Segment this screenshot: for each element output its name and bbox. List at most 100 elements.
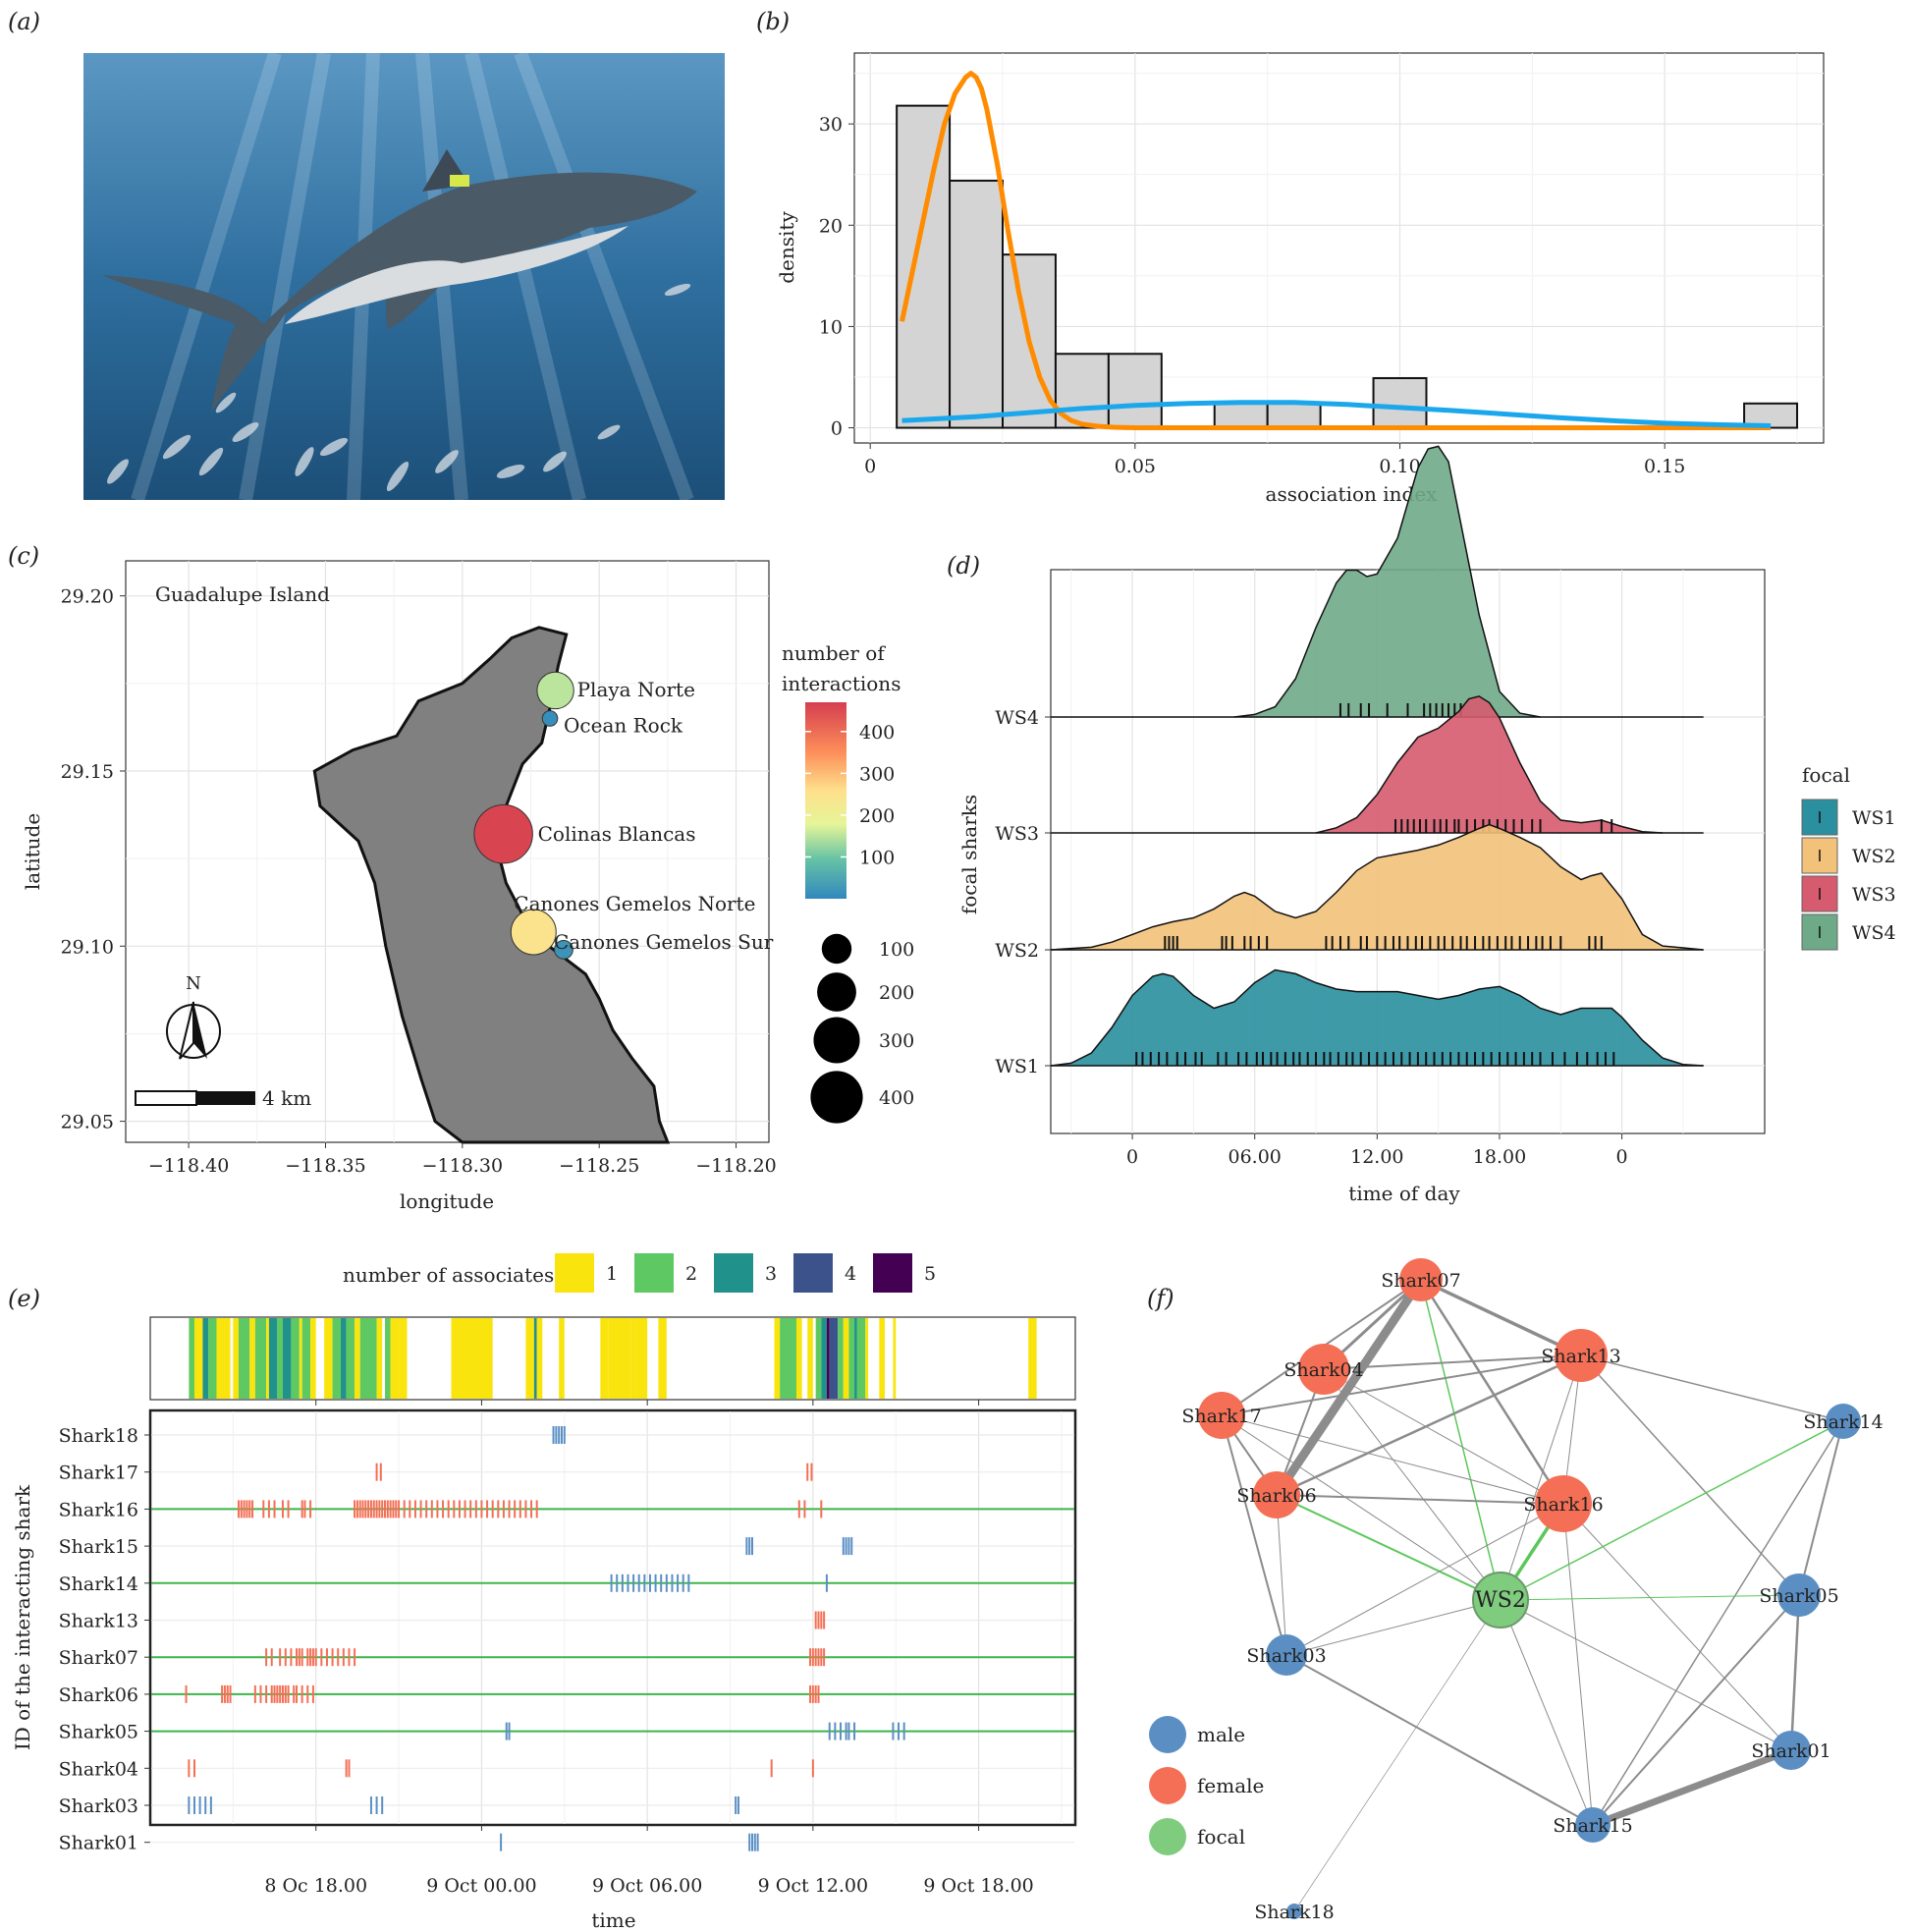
network-node	[1826, 1404, 1861, 1439]
network-node-label: Shark14	[1803, 1411, 1883, 1433]
associates-legend-label: 2	[685, 1263, 697, 1285]
map-x-axis-label: longitude	[400, 1189, 494, 1213]
associates-segment	[807, 1318, 813, 1399]
network-edge	[1500, 1599, 1594, 1826]
network-edge	[1419, 1278, 1583, 1357]
network-edge	[1285, 1599, 1502, 1656]
colorbar-tick-label: 200	[859, 805, 895, 827]
network-node-label: Shark01	[1751, 1740, 1830, 1762]
associates-segment	[856, 1318, 866, 1399]
size-legend-circle	[817, 972, 856, 1012]
density-curve-blue	[901, 400, 1772, 428]
histogram-x-tick-label: 0	[864, 456, 876, 477]
ridge-fill-ws3	[1316, 695, 1664, 833]
network-edge	[1293, 1599, 1502, 1912]
timeline-x-tick-label: 9 Oct 18.00	[923, 1875, 1033, 1897]
associates-segment	[249, 1318, 255, 1399]
network-node-label: WS2	[1475, 1588, 1526, 1613]
map-x-tick-label: −118.25	[559, 1155, 639, 1177]
network-edge	[1589, 1746, 1795, 1829]
associates-segment	[559, 1318, 565, 1399]
associates-segment	[385, 1318, 391, 1399]
focal-legend-title: focal	[1802, 763, 1850, 787]
associates-segment	[815, 1318, 822, 1399]
network-edge	[1580, 1354, 1844, 1422]
map-x-tick-label: −118.40	[148, 1155, 229, 1177]
associates-segment	[238, 1318, 250, 1399]
timeline-y-tick-label: Shark14	[59, 1573, 138, 1595]
network-node-label: Shark07	[1381, 1270, 1460, 1292]
timeline-y-tick-label: Shark17	[59, 1463, 138, 1484]
network-legend-label: focal	[1197, 1825, 1245, 1849]
network-node	[1535, 1475, 1592, 1532]
timeline-y-tick-label: Shark13	[59, 1611, 138, 1632]
north-label: N	[186, 973, 201, 994]
timeline-x-tick-label: 9 Oct 12.00	[758, 1875, 868, 1897]
site-label: Colinas Blancas	[538, 822, 696, 846]
network-edge	[1276, 1494, 1502, 1601]
timeline-x-axis-label: time	[591, 1908, 635, 1932]
network-edge	[1276, 1494, 1287, 1656]
associates-segment	[282, 1318, 292, 1399]
associates-segment	[277, 1318, 283, 1399]
network-node	[1253, 1471, 1300, 1518]
associates-segment	[821, 1318, 827, 1399]
associates-legend-label: 5	[924, 1263, 936, 1285]
colorbar-title-line2: interactions	[782, 672, 901, 695]
guadalupe-island-land	[312, 626, 671, 1144]
associates-segment	[533, 1318, 537, 1399]
network-node-label: Shark05	[1759, 1585, 1838, 1607]
shark-photo	[83, 50, 725, 503]
map-y-tick-label: 29.10	[61, 936, 114, 958]
network-edge	[1592, 1594, 1800, 1826]
network-edge	[1420, 1279, 1502, 1601]
north-arrow: N	[166, 973, 221, 1060]
timeline-y-tick-label: Shark06	[59, 1684, 138, 1706]
associates-segment	[390, 1318, 400, 1399]
focal-legend-label: WS2	[1852, 846, 1896, 867]
site-marker	[473, 803, 533, 864]
network-edge	[1500, 1599, 1792, 1751]
density-curve-orange	[900, 71, 1772, 430]
associates-segment	[341, 1318, 347, 1399]
timeline-x-tick-label: 8 Oc 18.00	[264, 1875, 367, 1897]
map-y-tick-label: 29.05	[61, 1112, 114, 1133]
timeline-y-tick-label: Shark05	[59, 1722, 138, 1743]
histogram-y-axis-label: density	[775, 211, 798, 284]
network-edge	[1419, 1278, 1565, 1506]
associates-segment	[346, 1318, 355, 1399]
associates-legend-label: 4	[845, 1263, 856, 1285]
network-edge	[1221, 1354, 1582, 1416]
timeline-y-tick-label: Shark01	[59, 1833, 138, 1854]
timeline-y-axis-label: ID of the interacting shark	[11, 1484, 34, 1750]
histogram-y-tick-label: 0	[831, 418, 843, 440]
associates-segment	[451, 1318, 493, 1399]
panel-label-a: (a)	[8, 8, 40, 35]
map-title: Guadalupe Island	[155, 582, 330, 606]
associates-legend-label: 1	[606, 1263, 618, 1285]
associates-segment	[600, 1318, 609, 1399]
network-node-label: Shark13	[1541, 1346, 1620, 1367]
site-marker	[536, 671, 574, 710]
network-edge	[1221, 1414, 1287, 1656]
scale-bar: 4 km	[135, 1086, 311, 1110]
associates-segment	[189, 1318, 194, 1399]
network-edge	[1276, 1494, 1564, 1505]
network-node	[1555, 1329, 1608, 1382]
network-edge	[1500, 1594, 1800, 1601]
colorbar	[805, 702, 846, 899]
associates-segment	[355, 1318, 360, 1399]
associates-segment	[332, 1318, 342, 1399]
shark-silhouette	[102, 149, 697, 413]
network-node	[1772, 1731, 1811, 1770]
site-marker	[554, 939, 573, 960]
ridge-outline-ws2	[1050, 823, 1704, 951]
histogram-y-tick-label: 20	[819, 215, 843, 237]
associates-segment	[202, 1318, 209, 1399]
network-node-label: Shark03	[1246, 1645, 1326, 1667]
associates-legend-title: number of associates	[343, 1263, 554, 1287]
size-legend-circle	[810, 1071, 863, 1124]
focal-legend-label: WS1	[1852, 807, 1896, 829]
panel-label-c: (c)	[8, 542, 39, 570]
